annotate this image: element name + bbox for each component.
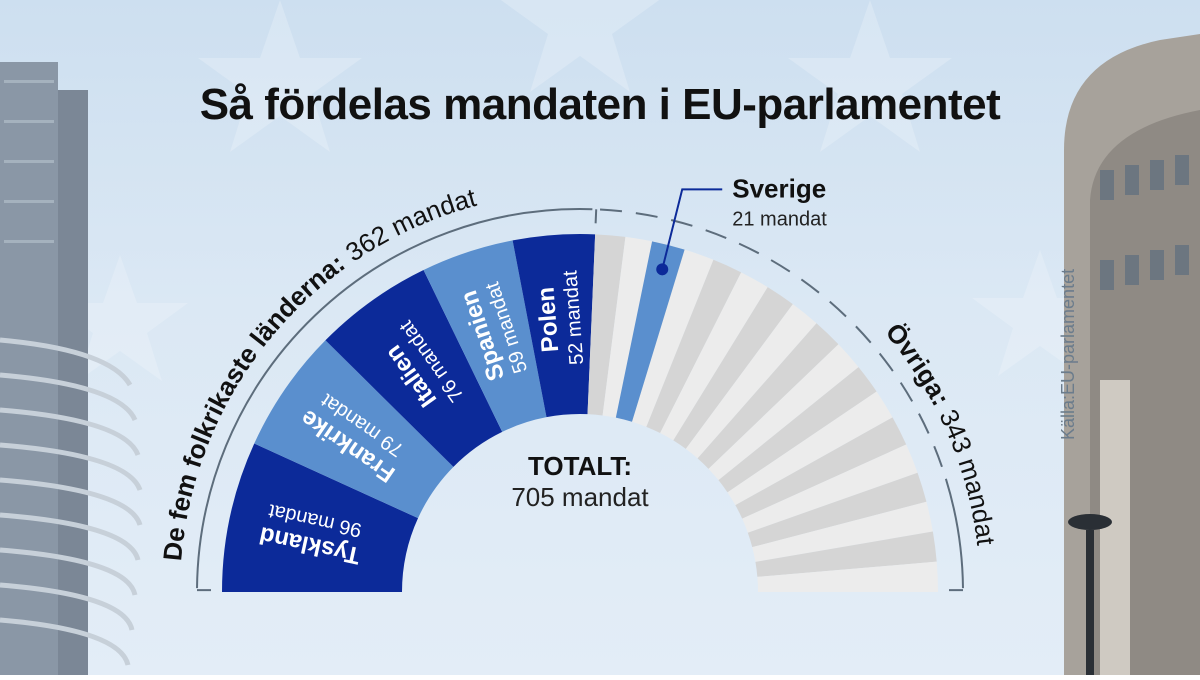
total-label: TOTALT: — [528, 451, 632, 481]
group-right-name: Övriga: — [880, 317, 957, 410]
group-right-value: 343 mandat — [933, 405, 1001, 548]
total-value: 705 mandat — [511, 482, 649, 512]
callout-name: Sverige — [732, 173, 826, 203]
callout-value: 21 mandat — [732, 208, 827, 230]
bracket-tick — [596, 209, 597, 223]
group-left-value: 362 mandat — [340, 182, 480, 267]
slice-name: Polen — [533, 286, 565, 353]
bracket-others — [946, 479, 963, 588]
